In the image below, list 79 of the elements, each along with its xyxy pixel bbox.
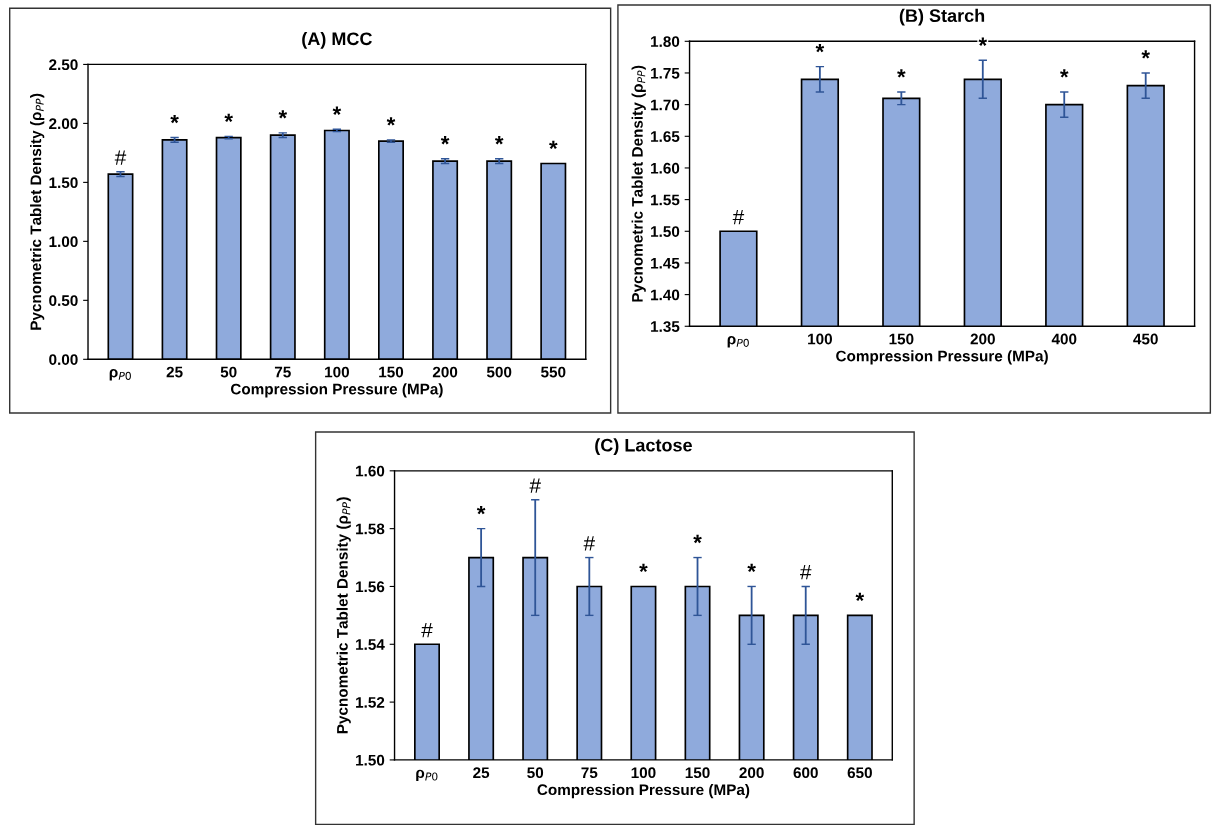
x-axis-title: Compression Pressure (MPa): [537, 783, 750, 799]
annotation: #: [583, 536, 596, 551]
x-tick-label: 50: [527, 767, 544, 779]
annotation: *: [747, 563, 756, 573]
annotation: *: [170, 114, 179, 124]
x-tick-label: 75: [274, 366, 291, 378]
y-tick-label: 1.52: [356, 696, 385, 708]
y-tick-label: 2.50: [49, 59, 78, 71]
y-tick-label: 1.58: [356, 523, 385, 535]
annotation: #: [800, 565, 812, 580]
annotation: *: [440, 136, 450, 145]
y-tick-label: 2.00: [49, 118, 78, 130]
x-tick-label: 100: [631, 767, 656, 779]
annotation: *: [1141, 50, 1150, 59]
y-tick-label: 0.00: [49, 354, 78, 365]
x-axis-title: Compression Pressure (MPa): [230, 383, 443, 398]
x-tick-label: 400: [1051, 333, 1077, 345]
annotation: #: [114, 150, 127, 165]
x-tick-label: ρ$_{P0}$: [416, 769, 438, 782]
y-tick-label: 1.45: [651, 257, 680, 269]
y-tick-label: 1.40: [651, 289, 680, 301]
annotation: *: [494, 136, 504, 145]
y-axis-title: Pycnometric Tablet Density (ρ$_{PP}$): [30, 93, 45, 330]
x-tick-label: ρ$_{P0}$: [109, 369, 131, 381]
x-tick-label: 200: [432, 366, 458, 378]
y-tick-label: 1.56: [356, 581, 385, 593]
annotation: *: [897, 69, 906, 78]
x-tick-label: 25: [166, 366, 183, 378]
x-tick-label: 100: [808, 333, 832, 345]
x-tick-label: 150: [889, 333, 914, 345]
y-tick-label: 1.70: [651, 99, 680, 111]
annotation: *: [855, 592, 865, 601]
annotation: *: [386, 117, 396, 126]
annotation: *: [332, 106, 342, 115]
y-tick-label: 1.80: [651, 36, 680, 47]
annotation: *: [978, 37, 988, 46]
y-tick-label: 1.35: [651, 321, 680, 332]
annotation: *: [549, 140, 558, 150]
y-axis-title: Pycnometric Tablet Density (ρ$_{PP}$): [631, 65, 646, 302]
x-tick-label: 200: [739, 767, 764, 779]
annotation: #: [732, 209, 745, 225]
annotation: *: [476, 505, 486, 515]
x-tick-label: 75: [581, 767, 598, 779]
x-tick-label: 150: [379, 366, 404, 378]
x-tick-label: 500: [486, 366, 512, 378]
y-tick-label: 1.75: [651, 67, 680, 79]
x-axis-title: Compression Pressure (MPa): [836, 350, 1048, 365]
chart-title: (C) Lactose: [595, 438, 692, 456]
annotation: *: [1059, 69, 1069, 78]
x-tick-label: 50: [220, 366, 237, 378]
y-tick-label: 1.00: [49, 236, 78, 248]
y-tick-label: 1.50: [356, 754, 385, 766]
y-tick-label: 1.50: [651, 226, 680, 237]
x-tick-label: 200: [970, 333, 995, 345]
y-tick-label: 0.50: [49, 295, 78, 307]
y-tick-label: 1.60: [651, 162, 680, 174]
annotation: #: [421, 622, 433, 638]
y-tick-label: 1.50: [49, 177, 78, 189]
annotation: *: [224, 113, 233, 122]
annotation: #: [529, 478, 541, 493]
chart-title: (B) Starch: [899, 8, 985, 26]
chart-title: (A) MCC: [302, 31, 372, 49]
x-tick-label: 450: [1133, 333, 1158, 345]
annotation: *: [693, 534, 702, 544]
x-tick-label: 550: [541, 366, 566, 378]
x-tick-label: 600: [793, 767, 818, 779]
annotation: *: [815, 43, 825, 53]
y-tick-label: 1.55: [651, 194, 680, 206]
x-tick-label: 650: [847, 767, 872, 779]
x-tick-label: ρ$_{P0}$: [727, 336, 749, 348]
annotation: *: [639, 563, 648, 573]
y-tick-label: 1.65: [651, 131, 680, 142]
y-tick-label: 1.60: [356, 465, 385, 477]
x-tick-label: 100: [325, 366, 350, 378]
y-tick-label: 1.54: [356, 639, 385, 650]
x-tick-label: 25: [473, 767, 490, 779]
y-axis-title: Pycnometric Tablet Density (ρ$_{PP}$): [336, 497, 351, 734]
annotation: *: [278, 110, 288, 119]
x-tick-label: 150: [685, 767, 710, 779]
